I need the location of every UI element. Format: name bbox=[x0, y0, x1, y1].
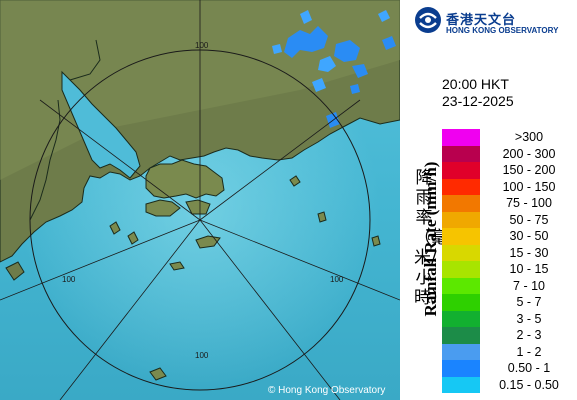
legend-label: >300 bbox=[514, 130, 544, 144]
legend-swatch bbox=[442, 129, 480, 146]
lantau-island bbox=[145, 199, 181, 217]
legend-swatch bbox=[442, 228, 480, 245]
timestamp: 20:00 HKT 23-12-2025 bbox=[442, 76, 514, 110]
legend-panel: 香港天文台 HONG KONG OBSERVATORY 20:00 HKT 23… bbox=[400, 0, 577, 400]
legend-swatch bbox=[442, 376, 480, 393]
logo-text-en: HONG KONG OBSERVATORY bbox=[446, 26, 559, 35]
legend-swatch bbox=[442, 244, 480, 261]
legend-row: 5 - 7 bbox=[442, 294, 574, 311]
legend-label: 50 - 75 bbox=[509, 212, 549, 227]
logo-text-zh: 香港天文台 bbox=[446, 13, 517, 28]
legend-label: 3 - 5 bbox=[516, 311, 542, 326]
legend-label: 15 - 30 bbox=[509, 245, 549, 260]
range-spokes bbox=[0, 0, 400, 400]
legend-swatch bbox=[442, 145, 480, 162]
ring-label-left: 100 bbox=[62, 275, 76, 284]
legend-label: 75 - 100 bbox=[506, 196, 552, 210]
legend-row: 3 - 5 bbox=[442, 310, 574, 327]
legend-label: 150 - 200 bbox=[502, 163, 556, 177]
radar-map-canvas: 100 100 100 100 bbox=[0, 0, 400, 400]
legend-swatch bbox=[442, 343, 480, 360]
legend-swatch bbox=[442, 294, 480, 311]
ring-label-right: 100 bbox=[330, 275, 344, 284]
legend-label: 200 - 300 bbox=[502, 146, 556, 161]
legend-row: 1 - 2 bbox=[442, 343, 574, 360]
legend-swatch bbox=[442, 360, 480, 377]
legend-title-en: Rainfall Rate (mm/h) bbox=[421, 161, 440, 317]
legend-row: 100 - 150 bbox=[442, 178, 574, 195]
date-label: 23-12-2025 bbox=[442, 93, 514, 109]
radar-map: 100 100 100 100 © Hong Kong Observatory bbox=[0, 0, 400, 400]
legend-label: 30 - 50 bbox=[509, 229, 549, 243]
legend-row: 30 - 50 bbox=[442, 228, 574, 245]
legend-row: 7 - 10 bbox=[442, 277, 574, 294]
radar-echoes bbox=[272, 10, 396, 128]
legend-label: 5 - 7 bbox=[516, 295, 542, 309]
legend-row: 150 - 200 bbox=[442, 162, 574, 179]
legend-row: 50 - 75 bbox=[442, 211, 574, 228]
hko-logo-icon bbox=[415, 7, 441, 33]
time-label: 20:00 HKT bbox=[442, 76, 509, 92]
legend-row: 200 - 300 bbox=[442, 145, 574, 162]
legend-row: 0.50 - 1 bbox=[442, 360, 574, 377]
legend-label: 0.50 - 1 bbox=[507, 361, 551, 375]
legend-row: 15 - 30 bbox=[442, 244, 574, 261]
legend-label: 1 - 2 bbox=[516, 344, 542, 359]
legend-row: 2 - 3 bbox=[442, 327, 574, 344]
legend-row: 0.15 - 0.50 bbox=[442, 376, 574, 393]
legend-swatch bbox=[442, 178, 480, 195]
legend-label: 7 - 10 bbox=[513, 278, 545, 293]
legend-swatch bbox=[442, 162, 480, 179]
legend-swatch bbox=[442, 327, 480, 344]
legend-row: 10 - 15 bbox=[442, 261, 574, 278]
legend-row: 75 - 100 bbox=[442, 195, 574, 212]
legend-label: 10 - 15 bbox=[509, 262, 549, 276]
ring-label-top: 100 bbox=[195, 41, 209, 50]
legend-label: 100 - 150 bbox=[502, 179, 556, 194]
legend-row: >300 bbox=[442, 129, 574, 146]
ring-label-bottom: 100 bbox=[195, 351, 209, 360]
hong-kong-land bbox=[145, 159, 225, 199]
hko-logo: 香港天文台 HONG KONG OBSERVATORY bbox=[414, 6, 574, 36]
legend-swatch bbox=[442, 211, 480, 228]
legend-swatch bbox=[442, 195, 480, 212]
copyright-credit: © Hong Kong Observatory bbox=[268, 385, 386, 396]
legend-swatch bbox=[442, 261, 480, 278]
legend-swatch bbox=[442, 310, 480, 327]
rainfall-legend: >300 200 - 300 150 - 200 100 - 150 75 - 100 5… bbox=[442, 129, 574, 393]
legend-label: 2 - 3 bbox=[516, 328, 542, 342]
legend-swatch bbox=[442, 277, 480, 294]
legend-label: 0.15 - 0.50 bbox=[499, 377, 559, 392]
